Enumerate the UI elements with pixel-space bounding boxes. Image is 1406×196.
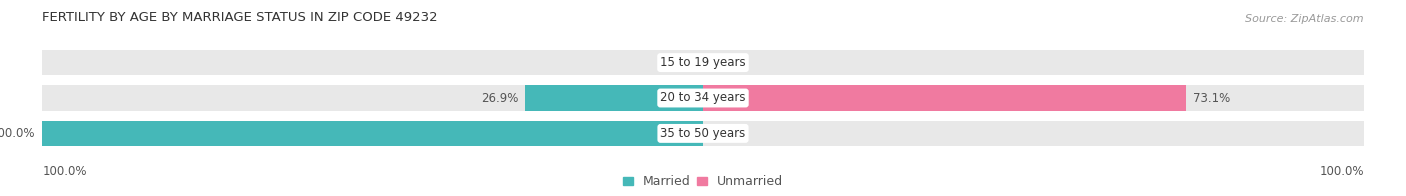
Legend: Married, Unmarried: Married, Unmarried bbox=[623, 175, 783, 188]
Text: 73.1%: 73.1% bbox=[1192, 92, 1230, 104]
Text: 0.0%: 0.0% bbox=[661, 56, 690, 69]
Text: 0.0%: 0.0% bbox=[716, 127, 745, 140]
Text: 26.9%: 26.9% bbox=[481, 92, 519, 104]
Text: Source: ZipAtlas.com: Source: ZipAtlas.com bbox=[1246, 14, 1364, 24]
Bar bbox=[42, 50, 1364, 75]
Text: 100.0%: 100.0% bbox=[0, 127, 35, 140]
Bar bbox=[42, 121, 703, 146]
Bar bbox=[526, 85, 703, 111]
Text: 15 to 19 years: 15 to 19 years bbox=[661, 56, 745, 69]
Text: 35 to 50 years: 35 to 50 years bbox=[661, 127, 745, 140]
Text: 0.0%: 0.0% bbox=[716, 56, 745, 69]
Bar bbox=[42, 121, 1364, 146]
Text: 20 to 34 years: 20 to 34 years bbox=[661, 92, 745, 104]
Text: FERTILITY BY AGE BY MARRIAGE STATUS IN ZIP CODE 49232: FERTILITY BY AGE BY MARRIAGE STATUS IN Z… bbox=[42, 11, 437, 24]
Bar bbox=[703, 85, 1187, 111]
Bar bbox=[42, 85, 1364, 111]
Text: 100.0%: 100.0% bbox=[1319, 165, 1364, 178]
Text: 100.0%: 100.0% bbox=[42, 165, 87, 178]
